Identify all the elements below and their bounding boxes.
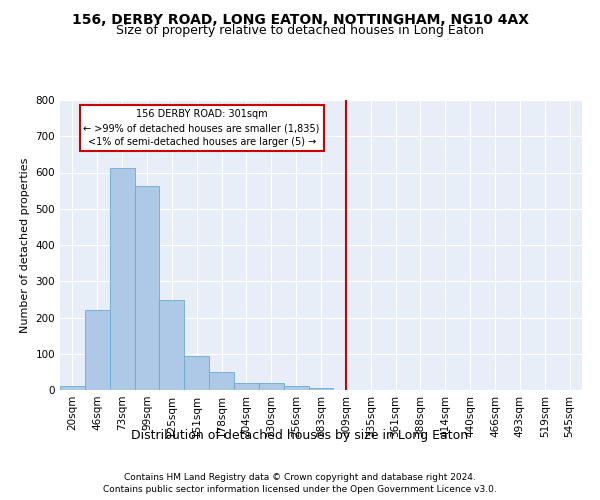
Bar <box>234 383 259 390</box>
Bar <box>259 383 284 390</box>
Bar <box>308 388 334 390</box>
Bar <box>184 356 209 390</box>
Bar <box>209 372 234 390</box>
Text: 156, DERBY ROAD, LONG EATON, NOTTINGHAM, NG10 4AX: 156, DERBY ROAD, LONG EATON, NOTTINGHAM,… <box>71 12 529 26</box>
Text: Distribution of detached houses by size in Long Eaton: Distribution of detached houses by size … <box>131 428 469 442</box>
Bar <box>284 386 308 390</box>
Text: 156 DERBY ROAD: 301sqm
← >99% of detached houses are smaller (1,835)
<1% of semi: 156 DERBY ROAD: 301sqm ← >99% of detache… <box>83 109 320 147</box>
Bar <box>160 300 184 390</box>
Bar <box>60 386 85 390</box>
Bar <box>110 168 134 390</box>
Bar <box>134 186 160 390</box>
Text: Contains public sector information licensed under the Open Government Licence v3: Contains public sector information licen… <box>103 484 497 494</box>
Text: Contains HM Land Registry data © Crown copyright and database right 2024.: Contains HM Land Registry data © Crown c… <box>124 473 476 482</box>
Y-axis label: Number of detached properties: Number of detached properties <box>20 158 30 332</box>
Text: Size of property relative to detached houses in Long Eaton: Size of property relative to detached ho… <box>116 24 484 37</box>
Bar <box>85 310 110 390</box>
